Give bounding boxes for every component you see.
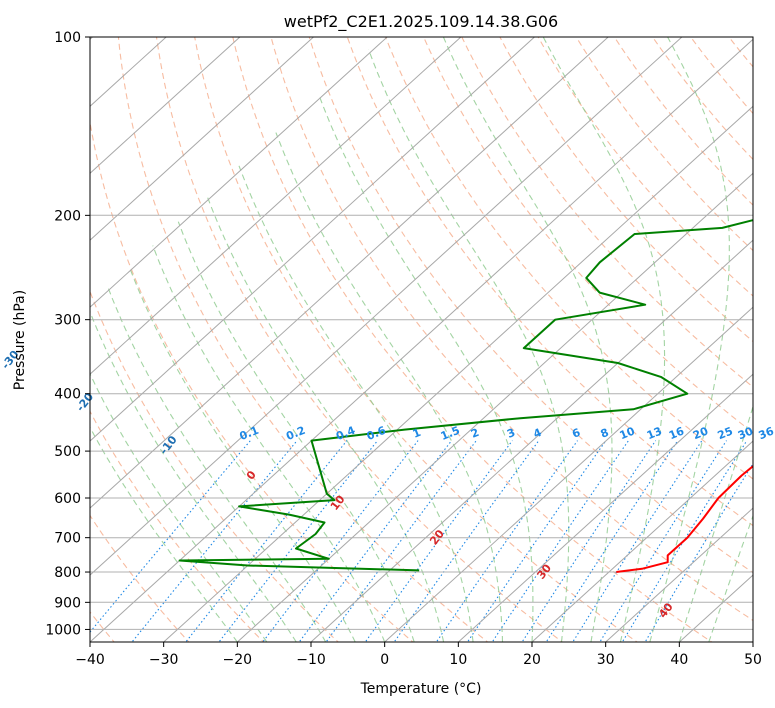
isotherm [383,306,753,642]
dewpoint-profile [178,219,753,572]
moist-adiabat [107,287,327,642]
mixing-ratio-label: 3 [505,426,517,441]
y-tick-label: 600 [54,491,81,507]
moist-adiabat [238,165,474,642]
x-axis: −40 −30 −20 −10 0 10 20 30 40 50 [75,642,762,668]
x-tick-label: −40 [75,652,105,668]
dry-adiabat [90,410,265,642]
isotherm [457,373,753,642]
x-tick-label: 10 [449,652,467,668]
moist-adiabat [678,404,753,642]
x-tick-label: 50 [744,652,762,668]
mixing-ratio-label: 30 [736,424,755,442]
y-axis-label: Pressure (hPa) [12,290,28,390]
moist-adiabat [368,49,570,642]
moist-adiabat [129,267,356,642]
isotherm [531,440,753,642]
mixing-ratio-line [644,462,753,642]
isotherm [604,507,753,642]
profile-lines [178,219,753,573]
x-tick-label: 0 [380,652,389,668]
isotherm [90,37,388,308]
mixing-ratio-label: 1 [411,426,423,441]
mixing-ratio-label: 16 [667,424,686,442]
mixing-ratio-line [185,440,348,642]
isotherm [236,172,753,642]
mixing-ratio-line [491,440,629,642]
dry-adiabat [308,37,753,574]
mixing-ratio-line [521,440,657,642]
mixing-ratio-label: 36 [757,424,775,442]
chart-title: wetPf2_C2E1.2025.109.14.38.G06 [284,12,558,32]
mixing-ratio-line [90,440,251,633]
y-tick-label: 100 [54,30,81,46]
y-tick-label: 900 [54,595,81,611]
x-tick-label: −10 [296,652,326,668]
x-tick-label: −20 [223,652,253,668]
plot-frame [89,36,754,643]
isotherm [90,38,753,642]
mixing-ratio-line [393,440,540,642]
mixing-ratio-line [364,440,513,642]
dry-adiabat [270,37,753,622]
moist-adiabat [318,94,534,642]
mixing-ratio-line [599,440,727,642]
isotherm [90,37,462,375]
dry-adiabat [346,37,753,527]
isotherm [90,37,536,442]
mixing-ratio-line [262,440,419,642]
dry-adiabat [117,37,489,642]
isotherm [90,37,241,174]
mixing-ratio-line [298,440,453,642]
moist-adiabat [708,514,753,642]
y-tick-label: 300 [54,313,81,329]
y-tick-label: 500 [54,444,81,460]
isotherm [310,239,753,642]
moist-adiabat [90,426,238,642]
mixing-ratio-label: 2 [469,426,481,441]
isotherm [90,37,683,576]
y-tick-label: 200 [54,208,81,224]
moist-adiabat [177,221,415,642]
mixing-ratio-label: 20 [691,424,710,442]
moist-adiabat [206,195,445,642]
x-tick-label: −30 [149,652,179,668]
moist-adiabat [442,37,613,642]
mixing-ratio-line [218,440,379,642]
mixing-ratio-line [621,440,748,642]
x-tick-label: 40 [670,652,688,668]
isotherm [90,37,609,509]
mixing-ratio-label: 13 [645,424,664,442]
background-lines [90,37,753,642]
isotherm [90,37,315,241]
x-tick-label: 30 [597,652,615,668]
isotherm [162,105,753,642]
y-tick-label: 1000 [45,622,81,638]
moist-adiabat [152,245,386,642]
mixing-ratio-line [545,440,679,642]
temperature-profile [616,464,753,573]
moist-adiabat [542,37,666,642]
y-tick-label: 800 [54,565,81,581]
y-tick-label: 400 [54,387,81,403]
mixing-ratio-line [572,440,703,642]
mixing-ratio-label: 10 [618,424,637,442]
mixing-ratio-label: 8 [599,426,611,441]
x-axis-label: Temperature (°C) [360,681,482,697]
x-tick-label: 20 [523,652,541,668]
y-axis: 100 200 300 400 500 600 700 800 900 1000 [45,30,90,638]
mixing-ratio-label: 25 [716,424,735,442]
moist-adiabat [649,37,730,642]
y-tick-label: 700 [54,531,81,547]
